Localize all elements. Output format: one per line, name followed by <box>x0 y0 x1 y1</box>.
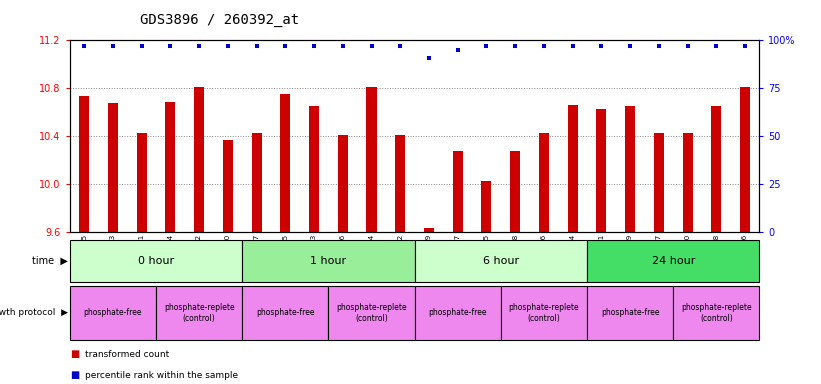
Bar <box>242 286 328 340</box>
Bar <box>682 133 693 232</box>
Text: time  ▶: time ▶ <box>32 256 68 266</box>
Bar <box>654 133 664 232</box>
Text: 6 hour: 6 hour <box>483 256 519 266</box>
Bar <box>567 105 578 232</box>
Bar <box>194 87 204 232</box>
Bar <box>587 240 759 282</box>
Bar <box>452 151 463 232</box>
Bar <box>587 286 673 340</box>
Bar <box>481 181 492 232</box>
Text: phosphate-free: phosphate-free <box>84 308 142 318</box>
Text: phosphate-replete
(control): phosphate-replete (control) <box>508 303 580 323</box>
Bar <box>510 151 521 232</box>
Bar <box>740 87 750 232</box>
Bar <box>79 96 89 232</box>
Text: transformed count: transformed count <box>85 350 169 359</box>
Text: phosphate-free: phosphate-free <box>429 308 487 318</box>
Text: growth protocol  ▶: growth protocol ▶ <box>0 308 68 318</box>
Bar <box>711 106 722 232</box>
Text: phosphate-replete
(control): phosphate-replete (control) <box>163 303 235 323</box>
Bar <box>415 240 587 282</box>
Bar <box>280 94 291 232</box>
Text: GDS3896 / 260392_at: GDS3896 / 260392_at <box>140 13 299 27</box>
Bar <box>539 133 549 232</box>
Bar <box>242 240 415 282</box>
Text: phosphate-replete
(control): phosphate-replete (control) <box>336 303 407 323</box>
Text: ■: ■ <box>70 370 79 380</box>
Bar <box>108 103 118 232</box>
Bar <box>673 286 759 340</box>
Bar <box>596 109 607 232</box>
Bar <box>415 286 501 340</box>
Bar <box>70 240 242 282</box>
Bar <box>328 286 415 340</box>
Bar <box>165 101 176 232</box>
Bar <box>337 135 348 232</box>
Text: ■: ■ <box>70 349 79 359</box>
Bar <box>309 106 319 232</box>
Text: phosphate-free: phosphate-free <box>601 308 659 318</box>
Bar <box>395 135 406 232</box>
Bar <box>222 140 233 232</box>
Bar <box>501 286 587 340</box>
Bar <box>156 286 242 340</box>
Bar <box>70 286 156 340</box>
Text: phosphate-free: phosphate-free <box>256 308 314 318</box>
Text: 0 hour: 0 hour <box>138 256 174 266</box>
Bar <box>424 227 434 232</box>
Text: phosphate-replete
(control): phosphate-replete (control) <box>681 303 752 323</box>
Bar <box>136 133 147 232</box>
Bar <box>625 106 635 232</box>
Text: 1 hour: 1 hour <box>310 256 346 266</box>
Text: percentile rank within the sample: percentile rank within the sample <box>85 371 238 380</box>
Bar <box>251 133 262 232</box>
Text: 24 hour: 24 hour <box>652 256 695 266</box>
Bar <box>366 87 377 232</box>
